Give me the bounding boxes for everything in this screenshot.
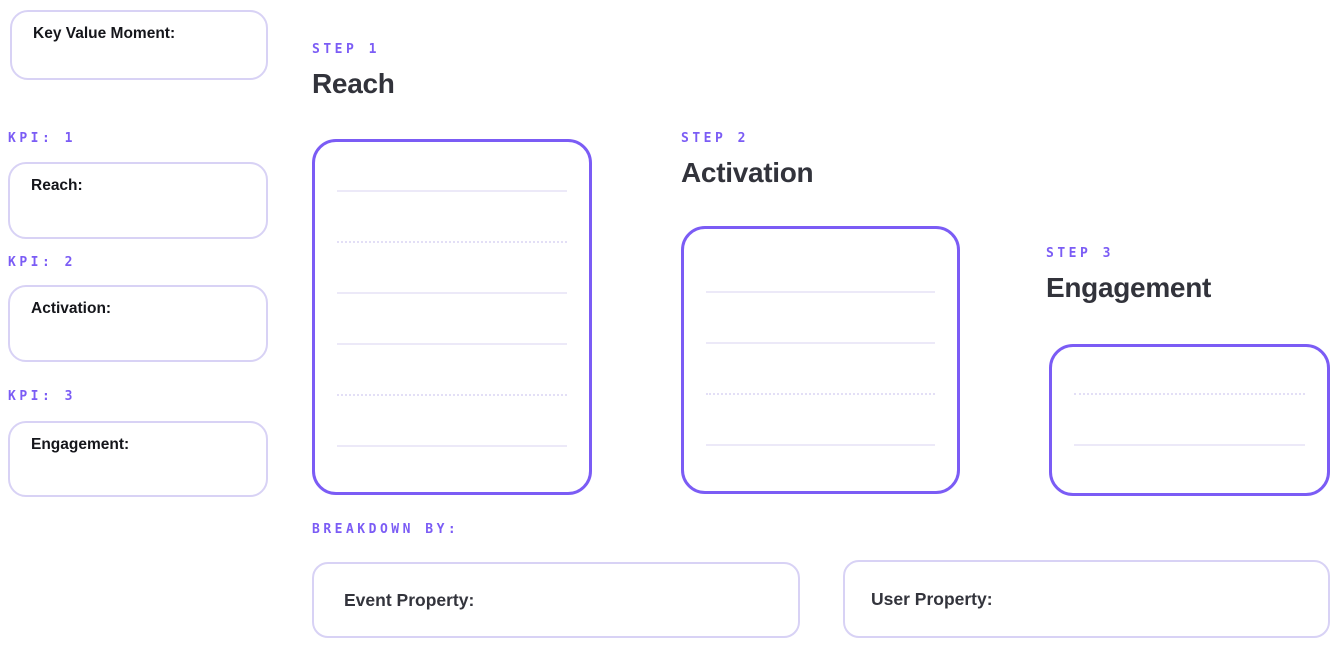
kpi-1-box[interactable]: Reach: (8, 162, 268, 239)
user-property-label: User Property: (871, 588, 993, 609)
note-line (337, 292, 567, 294)
step-3-title: Engagement (1046, 272, 1212, 303)
step-1-tag: STEP 1 (312, 42, 380, 57)
note-line (1074, 393, 1305, 395)
kpi-3-label: Engagement: (31, 436, 130, 453)
step-1-note-box[interactable] (312, 139, 592, 495)
note-line (706, 444, 935, 446)
step-2-tag: STEP 2 (681, 131, 749, 146)
kpi-2-box[interactable]: Activation: (8, 285, 268, 362)
step-2-note-box[interactable] (681, 226, 960, 494)
kpi-1-tag: KPI: 1 (8, 131, 76, 146)
step-3-note-box[interactable] (1049, 344, 1330, 496)
step-3-tag: STEP 3 (1046, 246, 1114, 261)
kpi-2-tag: KPI: 2 (8, 255, 76, 270)
kpi-3-box[interactable]: Engagement: (8, 421, 268, 497)
step-1-title: Reach (312, 68, 395, 99)
event-property-label: Event Property: (344, 589, 475, 610)
kpi-3-tag: KPI: 3 (8, 389, 76, 404)
note-line (706, 342, 935, 344)
breakdown-by-tag: BREAKDOWN BY: (312, 522, 460, 537)
event-property-box[interactable]: Event Property: (312, 562, 800, 638)
key-value-moment-box[interactable]: Key Value Moment: (10, 10, 268, 80)
key-value-moment-label: Key Value Moment: (33, 25, 176, 42)
note-line (706, 291, 935, 293)
note-line (337, 394, 567, 396)
note-line (706, 393, 935, 395)
note-line (337, 445, 567, 447)
note-line (1074, 444, 1305, 446)
step-2-title: Activation (681, 157, 814, 188)
note-line (337, 241, 567, 243)
kpi-1-label: Reach: (31, 177, 83, 194)
user-property-box[interactable]: User Property: (843, 560, 1330, 638)
note-line (337, 343, 567, 345)
kpi-2-label: Activation: (31, 300, 112, 317)
note-line (337, 190, 567, 192)
